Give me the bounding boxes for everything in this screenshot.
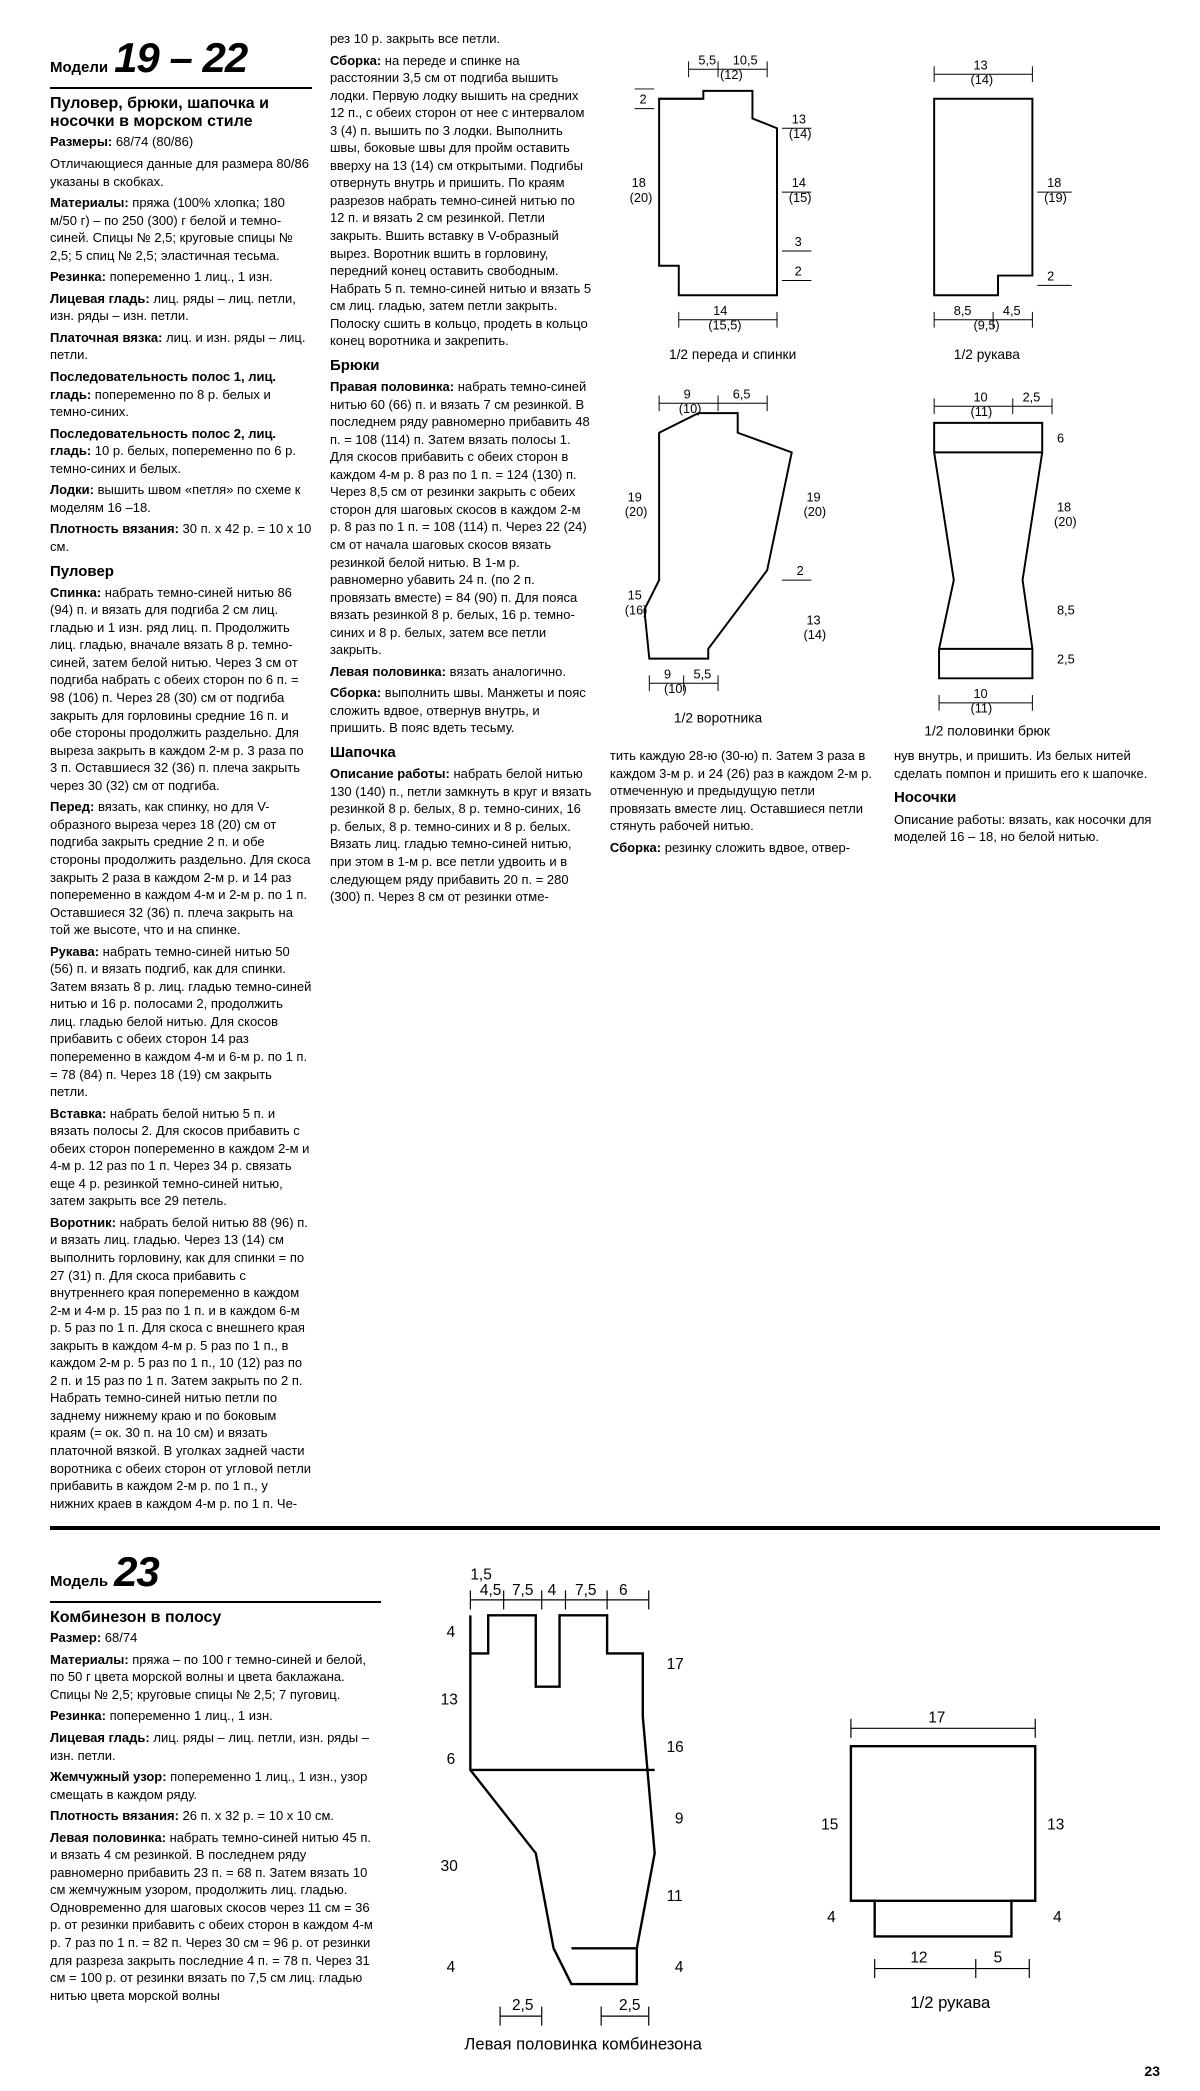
svg-text:13: 13 — [792, 111, 806, 126]
subtitle-23: Комбинезон в полосу — [50, 1609, 381, 1627]
model-23-column: Модель 23 Комбинезон в полосу Размер: 68… — [50, 1544, 381, 2060]
svg-text:2: 2 — [1047, 268, 1054, 283]
svg-text:(20): (20) — [1054, 514, 1077, 529]
svg-text:9: 9 — [675, 1811, 684, 1828]
svg-text:4: 4 — [446, 1624, 455, 1641]
svg-text:(20): (20) — [630, 190, 653, 205]
svg-text:5,5: 5,5 — [693, 666, 711, 681]
model-23-heading: Модель 23 — [50, 1544, 381, 1603]
svg-text:18: 18 — [1047, 175, 1061, 190]
svg-text:13: 13 — [1047, 1817, 1064, 1834]
svg-text:2: 2 — [639, 92, 646, 107]
svg-text:9: 9 — [664, 666, 671, 681]
svg-text:1/2 рукава: 1/2 рукава — [910, 1993, 991, 2012]
svg-text:10: 10 — [973, 389, 987, 404]
svg-text:11: 11 — [666, 1888, 682, 1905]
svg-text:5,5: 5,5 — [698, 52, 716, 67]
svg-text:1/2 рукава: 1/2 рукава — [954, 347, 1020, 362]
svg-text:10,5: 10,5 — [733, 52, 758, 67]
svg-text:17: 17 — [928, 1710, 945, 1727]
svg-text:4,5: 4,5 — [1003, 303, 1021, 318]
svg-text:2: 2 — [795, 264, 802, 279]
subtitle: Пуловер, брюки, шапочка и носочки в морс… — [50, 95, 312, 132]
socks-title: Носочки — [894, 788, 1160, 808]
separator-line — [50, 1526, 1160, 1530]
diagram-area-bottom: 1,5 4,5 7,5 4 7,5 6 4 13 6 30 — [399, 1544, 1160, 2060]
page-number: 23 — [1144, 2063, 1160, 2079]
hat-title: Шапочка — [330, 743, 592, 763]
svg-text:12: 12 — [910, 1950, 927, 1967]
column-3: тить каждую 28-ю (30-ю) п. Затем 3 раза … — [610, 747, 876, 860]
svg-text:30: 30 — [441, 1858, 458, 1875]
svg-text:7,5: 7,5 — [575, 1582, 596, 1599]
svg-text:14: 14 — [792, 175, 806, 190]
svg-text:4,5: 4,5 — [480, 1582, 501, 1599]
heading-word: Модели — [50, 58, 108, 78]
svg-text:10: 10 — [973, 686, 987, 701]
model-19-22-heading: Модели 19 – 22 — [50, 30, 312, 89]
svg-text:(20): (20) — [625, 504, 648, 519]
svg-text:6: 6 — [1057, 431, 1064, 446]
pants-title: Брюки — [330, 356, 592, 376]
svg-text:2,5: 2,5 — [1022, 389, 1040, 404]
column-4: нув внутрь, и пришить. Из белых нитей сд… — [894, 747, 1160, 860]
svg-text:15: 15 — [628, 588, 642, 603]
svg-text:Левая половинка комбинезона: Левая половинка комбинезона — [464, 2035, 702, 2054]
svg-text:(16): (16) — [625, 602, 648, 617]
svg-text:4: 4 — [827, 1909, 836, 1926]
svg-text:3: 3 — [795, 234, 802, 249]
svg-text:2,5: 2,5 — [1057, 652, 1075, 667]
svg-text:13: 13 — [973, 57, 987, 72]
heading-number-23: 23 — [114, 1544, 159, 1601]
schematic-top: 5,5 10,5 (12) 2 18 (20) 13 (14) 14 (15) … — [610, 30, 1160, 737]
svg-text:19: 19 — [806, 490, 820, 505]
svg-text:7,5: 7,5 — [512, 1582, 533, 1599]
svg-text:6: 6 — [446, 1751, 455, 1768]
svg-text:1/2 воротника: 1/2 воротника — [674, 711, 763, 726]
svg-text:2: 2 — [797, 563, 804, 578]
svg-text:18: 18 — [632, 175, 646, 190]
column-1: Модели 19 – 22 Пуловер, брюки, шапочка и… — [50, 30, 312, 1516]
svg-text:4: 4 — [1053, 1909, 1062, 1926]
svg-text:18: 18 — [1057, 499, 1071, 514]
svg-text:16: 16 — [666, 1739, 683, 1756]
svg-text:19: 19 — [628, 490, 642, 505]
svg-text:8,5: 8,5 — [1057, 602, 1075, 617]
svg-text:6,5: 6,5 — [733, 386, 751, 401]
svg-text:2,5: 2,5 — [619, 1997, 640, 2014]
svg-text:2,5: 2,5 — [512, 1997, 533, 2014]
svg-text:6: 6 — [619, 1582, 628, 1599]
schematic-bottom: 1,5 4,5 7,5 4 7,5 6 4 13 6 30 — [399, 1544, 1160, 2055]
svg-text:14: 14 — [713, 303, 727, 318]
svg-text:(14): (14) — [803, 627, 826, 642]
svg-text:4: 4 — [548, 1582, 557, 1599]
svg-text:4: 4 — [446, 1959, 455, 1976]
heading-number: 19 – 22 — [114, 30, 247, 87]
pullover-title: Пуловер — [50, 562, 312, 582]
svg-text:9: 9 — [684, 386, 691, 401]
svg-text:17: 17 — [666, 1656, 683, 1673]
column-2: рез 10 р. закрыть все петли. Сборка: на … — [330, 30, 592, 1516]
svg-text:(20): (20) — [803, 504, 826, 519]
svg-text:5: 5 — [994, 1950, 1003, 1967]
svg-text:8,5: 8,5 — [954, 303, 972, 318]
diagram-area-top: 5,5 10,5 (12) 2 18 (20) 13 (14) 14 (15) … — [610, 30, 1160, 1516]
svg-text:4: 4 — [675, 1959, 684, 1976]
svg-text:13: 13 — [441, 1692, 458, 1709]
svg-text:1/2 половинки брюк: 1/2 половинки брюк — [924, 723, 1050, 737]
svg-text:15: 15 — [821, 1817, 838, 1834]
svg-text:1/2 переда и спинки: 1/2 переда и спинки — [669, 347, 796, 362]
heading-word-23: Модель — [50, 1572, 108, 1592]
svg-text:13: 13 — [806, 612, 820, 627]
svg-text:1,5: 1,5 — [470, 1567, 491, 1584]
